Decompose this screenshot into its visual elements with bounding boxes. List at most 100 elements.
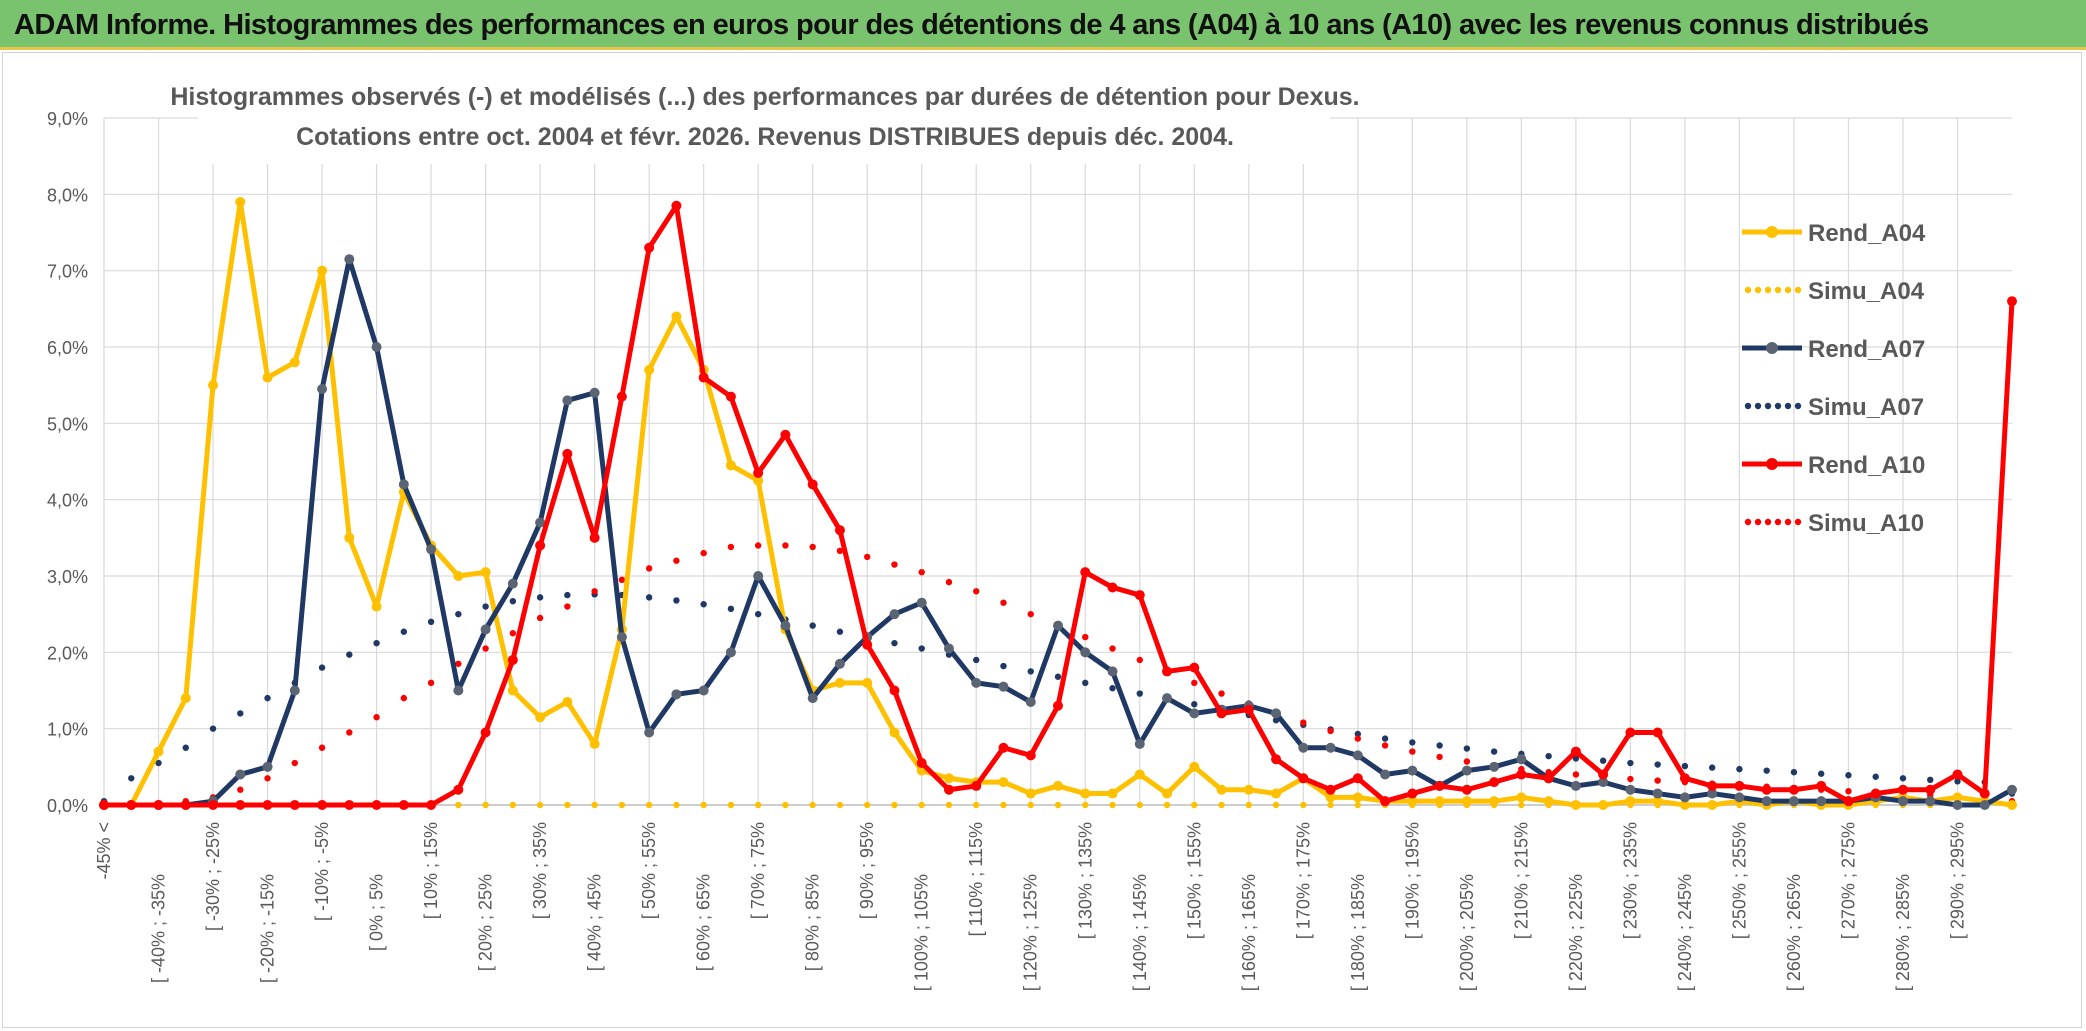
y-tick-label: 2,0%	[47, 643, 88, 663]
legend-label: Simu_A10	[1808, 510, 1924, 537]
simulated-dot-A07	[400, 628, 408, 635]
x-tick-label: [ 290% ; 295%	[1947, 822, 1967, 939]
observed-marker-A07	[971, 677, 982, 688]
simulated-dot-A10	[782, 542, 789, 549]
observed-marker-A10	[1461, 784, 1472, 795]
observed-marker-A10	[1434, 780, 1445, 791]
observed-marker-A04	[535, 712, 546, 723]
observed-marker-A10	[971, 780, 982, 791]
observed-marker-A10	[1761, 784, 1772, 795]
x-tick-label: [ 250% ; 255%	[1729, 822, 1749, 939]
observed-marker-A04	[2007, 800, 2017, 810]
observed-marker-A07	[426, 544, 437, 555]
observed-marker-A10	[398, 800, 409, 810]
observed-marker-A04	[317, 265, 328, 276]
simulated-dot-A04	[864, 801, 871, 809]
observed-marker-A10	[180, 800, 191, 810]
x-tick-label: -45% <	[94, 822, 114, 880]
simulated-dot-A07	[973, 656, 980, 664]
legend-dot-A04	[1744, 286, 1752, 294]
simulated-dot-A07	[836, 628, 844, 635]
observed-marker-A07	[1516, 754, 1527, 765]
observed-marker-A07	[807, 693, 818, 704]
legend-dot-A04	[1754, 286, 1762, 294]
observed-marker-A10	[1489, 777, 1500, 788]
x-tick-label: [ 50% ; 55%	[639, 822, 659, 919]
simulated-dot-A07	[1191, 701, 1198, 708]
observed-marker-A07	[535, 517, 546, 528]
simulated-dot-A07	[1818, 770, 1825, 777]
x-tick-label: [ 150% ; 155%	[1184, 822, 1204, 939]
simulated-dot-A07	[1572, 755, 1580, 762]
simulated-dot-A10	[1327, 727, 1334, 735]
simulated-dot-A07	[1109, 685, 1116, 692]
observed-marker-A07	[507, 578, 518, 589]
y-tick-label: 8,0%	[47, 185, 88, 205]
simulated-dot-A10	[1354, 735, 1362, 742]
observed-marker-A10	[1952, 769, 1963, 780]
observed-marker-A04	[671, 311, 682, 322]
observed-marker-A07	[1707, 788, 1718, 799]
simulated-dot-A07	[237, 710, 244, 717]
observed-marker-A07	[1625, 784, 1636, 795]
observed-marker-A10	[1734, 780, 1745, 791]
x-tick-label: [ 210% ; 215%	[1511, 822, 1531, 939]
observed-marker-A10	[317, 800, 328, 810]
chart-frame	[2, 52, 2082, 1028]
simulated-dot-A07	[1790, 768, 1798, 776]
x-tick-label: [ 220% ; 225%	[1566, 874, 1586, 991]
simulated-dot-A07	[1872, 773, 1879, 780]
simulated-dot-A07	[128, 775, 135, 782]
observed-marker-A10	[1625, 727, 1636, 738]
observed-marker-A07	[453, 685, 464, 696]
simulated-dot-A10	[1218, 690, 1225, 697]
observed-marker-A10	[671, 200, 682, 211]
observed-marker-A07	[1271, 708, 1282, 719]
legend-dot-A04	[1764, 286, 1772, 294]
simulated-dot-A04	[727, 801, 735, 809]
observed-marker-A10	[1243, 704, 1254, 715]
observed-marker-A07	[2007, 784, 2017, 795]
observed-marker-A10	[998, 742, 1009, 753]
observed-marker-A04	[1434, 796, 1445, 807]
observed-marker-A07	[725, 647, 736, 658]
observed-marker-A04	[562, 696, 573, 707]
observed-marker-A04	[1053, 780, 1063, 791]
x-tick-label: [ 200% ; 205%	[1457, 874, 1477, 991]
y-tick-label: 9,0%	[47, 109, 88, 129]
simulated-dot-A07	[673, 597, 680, 604]
observed-marker-A10	[1516, 769, 1527, 780]
x-tick-label: [ 170% ; 175%	[1293, 822, 1313, 939]
simulated-dot-A07	[809, 622, 816, 629]
observed-marker-A07	[943, 643, 954, 654]
legend-dot-A07	[1794, 402, 1802, 410]
x-tick-label: [ 130% ; 135%	[1075, 822, 1095, 939]
simulated-dot-A07	[1136, 690, 1143, 697]
observed-marker-A07	[1816, 796, 1827, 807]
simulated-dot-A07	[264, 694, 271, 702]
simulated-dot-A07	[1736, 765, 1743, 773]
observed-marker-A04	[1625, 796, 1636, 807]
observed-marker-A04	[1679, 800, 1690, 810]
observed-marker-A04	[289, 357, 300, 368]
observed-marker-A07	[262, 761, 273, 772]
simulated-dot-A07	[1954, 778, 1961, 785]
observed-marker-A10	[262, 800, 273, 810]
observed-marker-A10	[235, 800, 246, 810]
x-tick-label: [ -20% ; -15%	[258, 874, 278, 983]
observed-marker-A10	[1189, 662, 1200, 673]
legend-dot-A04	[1794, 286, 1802, 294]
observed-marker-A07	[698, 685, 709, 696]
y-tick-label: 1,0%	[47, 720, 88, 740]
legend-dot-A07	[1754, 402, 1762, 410]
observed-marker-A07	[1598, 777, 1609, 788]
legend-label: Rend_A07	[1808, 336, 1925, 363]
x-tick-label: [ -30% ; -25%	[203, 822, 223, 931]
observed-marker-A10	[589, 532, 600, 543]
observed-line-A07	[104, 256, 2014, 808]
x-tick-label: [ 100% ; 105%	[912, 874, 932, 991]
observed-marker-A10	[1816, 780, 1827, 791]
banner-title: ADAM Informe. Histogrammes des performan…	[14, 9, 1929, 41]
observed-line-A10	[104, 203, 2015, 808]
observed-marker-A04	[344, 532, 355, 543]
